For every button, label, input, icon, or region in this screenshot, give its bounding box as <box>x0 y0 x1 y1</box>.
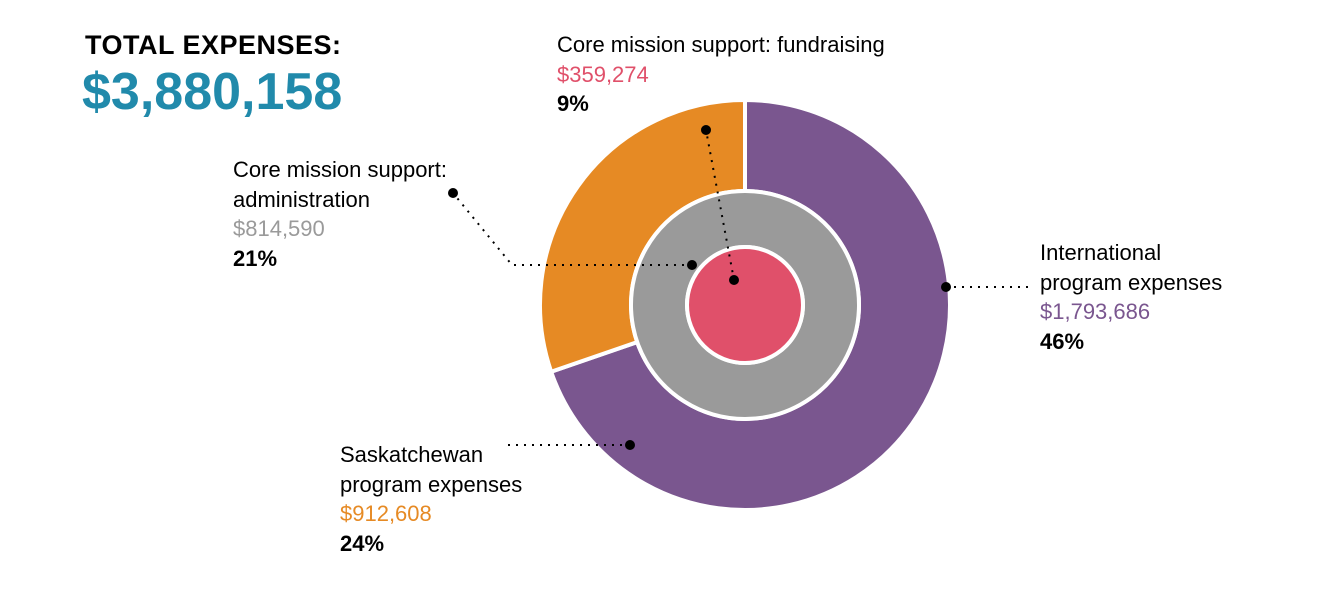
callout-administration: Core mission support:administration$814,… <box>233 155 447 274</box>
callout-fundraising: Core mission support: fundraising$359,27… <box>557 30 885 119</box>
slice-fundraising <box>687 247 803 363</box>
leader-dot-international <box>941 282 951 292</box>
callout-pct-saskatchewan: 24% <box>340 529 522 559</box>
leader-dot-saskatchewan <box>625 440 635 450</box>
callout-amount-administration: $814,590 <box>233 214 447 244</box>
leader-dot-administration <box>687 260 697 270</box>
callout-pct-administration: 21% <box>233 244 447 274</box>
callout-title-saskatchewan: Saskatchewan <box>340 440 522 470</box>
leader-dot-fundraising <box>729 275 739 285</box>
callout-international: Internationalprogram expenses$1,793,6864… <box>1040 238 1222 357</box>
leader-dot-administration <box>448 188 458 198</box>
callout-title-saskatchewan: program expenses <box>340 470 522 500</box>
callout-amount-saskatchewan: $912,608 <box>340 499 522 529</box>
callout-amount-international: $1,793,686 <box>1040 297 1222 327</box>
callout-pct-international: 46% <box>1040 327 1222 357</box>
callout-pct-fundraising: 9% <box>557 89 885 119</box>
leader-dot-fundraising <box>701 125 711 135</box>
callout-title-international: International <box>1040 238 1222 268</box>
callout-title-administration: administration <box>233 185 447 215</box>
callout-title-administration: Core mission support: <box>233 155 447 185</box>
callout-title-international: program expenses <box>1040 268 1222 298</box>
callout-title-fundraising: Core mission support: fundraising <box>557 30 885 60</box>
callout-amount-fundraising: $359,274 <box>557 60 885 90</box>
callout-saskatchewan: Saskatchewanprogram expenses$912,60824% <box>340 440 522 559</box>
